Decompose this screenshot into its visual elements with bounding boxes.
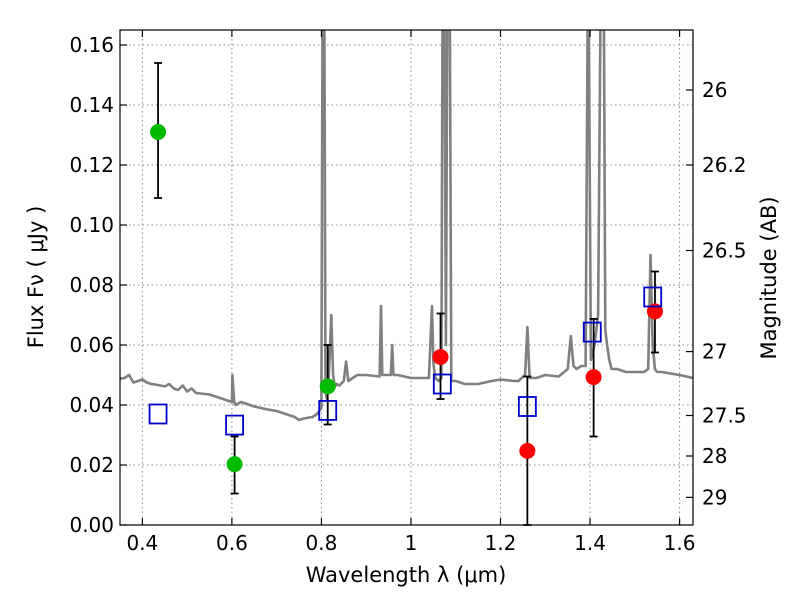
data-point	[150, 124, 167, 140]
x-tick-label: 1.4	[574, 531, 606, 555]
model-band-square	[225, 414, 245, 436]
x-tick-label: 1.6	[664, 531, 696, 555]
right-tick-label: 29	[702, 485, 727, 509]
model-spectrum-layer	[120, 30, 693, 422]
model-spectrum-line	[120, 30, 693, 422]
right-tick-label: 28	[702, 444, 727, 468]
error-bars-layer	[154, 62, 659, 526]
y-tick-label: 0.06	[69, 333, 114, 357]
right-tick-label: 26.2	[702, 153, 747, 177]
right-tick-label: 26	[702, 78, 727, 102]
model-band-square	[318, 399, 338, 421]
grid-lines	[120, 30, 693, 526]
y-tick-label: 0.12	[69, 153, 114, 177]
data-point	[226, 456, 243, 473]
x-axis-label: Wavelength λ (μm)	[306, 563, 507, 587]
x-tick-label: 1.2	[485, 531, 517, 555]
y-tick-label: 0.16	[69, 33, 114, 57]
data-markers-layer	[148, 124, 663, 473]
y-tick-label: 0.14	[69, 93, 114, 117]
y-axis-label: Flux Fν ( μJy )	[24, 206, 48, 349]
x-tick-label: 0.6	[216, 531, 248, 555]
model-band-square	[517, 396, 537, 417]
right-axis-label: Magnitude (AB)	[757, 196, 781, 359]
model-band-square	[582, 321, 602, 343]
tick-labels: 0.4 0.6 0.8 1 1.2 1.4 1.6 0.00 0.02 0.04 0.06 0.08 0…	[69, 33, 746, 555]
y-tick-label: 0.04	[69, 393, 114, 417]
x-tick-label: 1	[405, 531, 418, 555]
model-band-square	[432, 373, 452, 395]
x-tick-label: 0.8	[306, 531, 338, 555]
y-tick-label: 0.10	[69, 213, 114, 237]
y-tick-label: 0.02	[69, 453, 114, 477]
model-band-square	[148, 403, 168, 425]
data-point	[432, 349, 449, 365]
y-tick-label: 0.08	[69, 273, 114, 297]
data-point	[585, 369, 602, 386]
data-point	[319, 378, 336, 395]
model-band-square	[643, 286, 663, 308]
axis-ticks	[120, 30, 693, 526]
right-tick-label: 27	[702, 340, 727, 364]
data-point	[519, 442, 536, 459]
y-tick-label: 0.00	[69, 513, 114, 537]
right-tick-label: 27.5	[702, 404, 747, 428]
x-tick-label: 0.4	[126, 531, 158, 555]
plot-frame	[119, 29, 694, 526]
right-tick-label: 26.5	[702, 239, 747, 263]
